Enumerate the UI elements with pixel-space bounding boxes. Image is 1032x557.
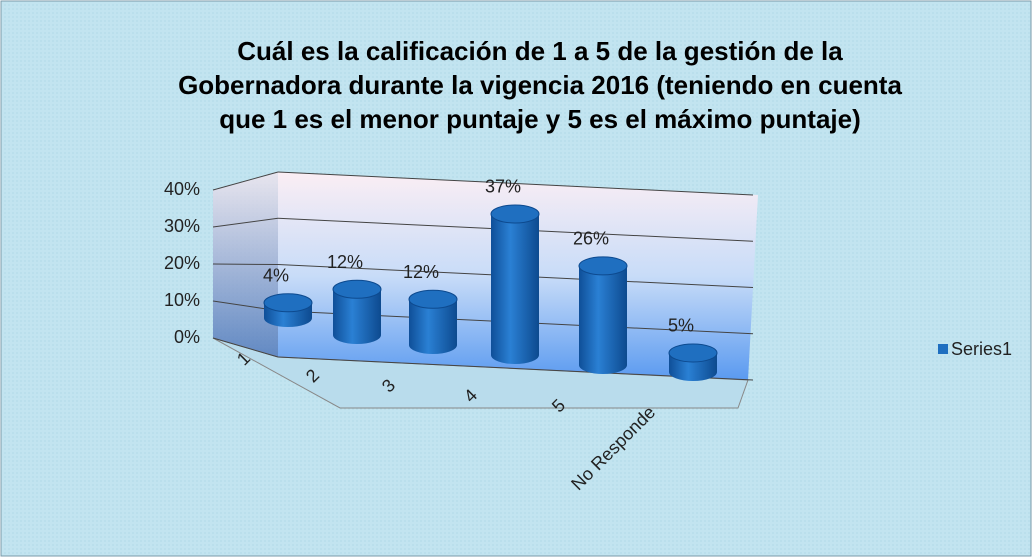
y-tick-label: 10% (164, 290, 200, 310)
bar-body (491, 213, 539, 364)
grid-line (212, 337, 279, 358)
bar (490, 204, 540, 364)
data-label: 4% (263, 266, 289, 286)
y-tick-label: 30% (164, 216, 200, 236)
legend-marker (938, 344, 948, 354)
data-label: 26% (573, 229, 609, 249)
bar-body (333, 289, 381, 344)
bar-top (408, 289, 458, 309)
y-tick-label: 20% (164, 253, 200, 273)
data-label: 12% (403, 262, 439, 282)
bar (668, 343, 718, 381)
bar-top (578, 256, 628, 276)
bar-top (668, 343, 718, 363)
data-label: 12% (327, 252, 363, 272)
grid-line (212, 171, 279, 191)
grid-line (212, 217, 279, 228)
bar (332, 279, 382, 344)
legend-label: Series1 (951, 339, 1012, 359)
grid-line (212, 263, 279, 265)
bar-top (490, 204, 540, 224)
bar (578, 256, 628, 374)
bar-top (332, 279, 382, 299)
chart-title: Cuál es la calificación de 1 a 5 de la g… (178, 36, 902, 134)
grid-line (277, 171, 754, 196)
data-label: 37% (485, 177, 521, 197)
bar-top (263, 293, 313, 313)
y-tick-label: 0% (174, 327, 200, 347)
data-label: 5% (668, 316, 694, 336)
bar (263, 293, 313, 327)
y-tick-label: 40% (164, 179, 200, 199)
bar-body (409, 299, 457, 354)
bar-body (579, 265, 627, 374)
bar (408, 289, 458, 354)
